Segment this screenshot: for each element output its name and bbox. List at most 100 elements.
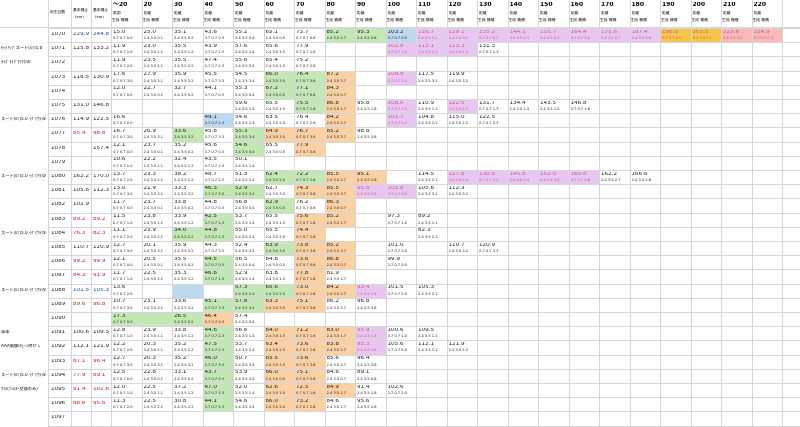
range-subheader-pair: 生成 補補 (722, 18, 739, 22)
grid-line (294, 0, 295, 427)
data-subvalue: 0.7 0.7 1.3 (204, 277, 225, 282)
data-subvalue: 0.7 0.7 2.3 (479, 178, 499, 182)
range-header: 110 (418, 2, 431, 8)
data-subvalue: 0.7 0.7 1.0 (387, 391, 408, 395)
data-value: 95.8 (357, 100, 370, 106)
data-value: 102.8 (387, 43, 404, 49)
data-subvalue: 2.4 3.5 1.1 (143, 391, 164, 395)
data-subvalue: 2.4 3.5 1.2 (448, 107, 469, 111)
data-cell (417, 242, 447, 255)
data-subvalue: 2.4 3.5 0.5 (265, 92, 286, 97)
grid-line (71, 0, 72, 427)
range-subheader: 距離 (662, 11, 670, 15)
data-value: 45.5 (204, 72, 217, 78)
data-subvalue: 2.4 3.5 3.5 (265, 192, 286, 197)
data-value: 45.8 (204, 128, 217, 134)
data-subvalue: 2.4 3.5 3.8 (357, 192, 377, 197)
grid-line (385, 0, 387, 427)
grid-line (355, 0, 356, 427)
row-id: 1087 (51, 273, 66, 279)
data-subvalue: 2.4 3.5 2.8 (357, 405, 377, 410)
data-subvalue: 2.4 3.5 1.4 (235, 163, 255, 168)
data-subvalue: 2.4 3.5 0.2 (174, 36, 194, 40)
correct-value: 130.9 (93, 74, 110, 80)
data-subvalue: 2.4 3.5 3.4 (235, 135, 255, 140)
data-subvalue: 0.7 0.7 2.0 (113, 64, 133, 69)
data-cell (569, 171, 599, 185)
data-value: 12.5 (113, 370, 126, 376)
data-value: 65.5 (265, 100, 278, 106)
data-subvalue: 2.4 3.5 2.1 (143, 178, 164, 182)
data-value: 97.3 (387, 214, 400, 220)
data-value: 35.9 (174, 72, 187, 78)
data-cell (295, 213, 325, 227)
range-subheader: 距離 (387, 11, 396, 15)
row-id: 1070 (51, 32, 66, 37)
data-subvalue: 2.4 3.5 1.1 (143, 277, 164, 282)
data-value: 72.2 (296, 171, 309, 177)
data-subvalue: 0.7 0.7 1.0 (387, 107, 408, 111)
data-subvalue: 0.7 0.7 0.0 (113, 320, 133, 324)
data-value: 20.5 (143, 256, 156, 262)
data-cell (203, 327, 233, 341)
data-value: 23.9 (143, 327, 156, 333)
data-cell (264, 284, 294, 298)
data-cell (173, 284, 203, 298)
row-group-label: ﾗｲｽﾞﾗｲｸﾞ(ﾜﾗ)50 (1, 60, 31, 65)
range-header: 150 (540, 2, 553, 8)
range-subheader: 距離 (540, 11, 548, 15)
data-value: 95.3 (357, 341, 370, 347)
data-subvalue: 2.4 3.5 2.5 (265, 121, 286, 126)
data-value: 23.3 (143, 171, 156, 177)
grid-line (263, 0, 265, 427)
correct-value: 95.6 (93, 401, 106, 407)
data-subvalue: 2.4 3.5 3.4 (235, 362, 255, 367)
data-value: 21.9 (143, 185, 156, 191)
data-value: 50.7 (235, 356, 248, 362)
grid-line (599, 0, 600, 427)
data-subvalue: 0.7 0.7 2.0 (113, 234, 133, 239)
data-value: 155.7 (540, 29, 557, 35)
data-cell (326, 228, 356, 241)
grid-line (782, 0, 783, 427)
data-value: 12.7 (113, 356, 126, 362)
data-value: 100.6 (387, 327, 404, 333)
data-subvalue: 2.4 3.5 0.4 (235, 376, 255, 381)
data-subvalue: 2.4 3.5 0.5 (265, 149, 286, 154)
data-value: 56.6 (235, 327, 248, 333)
data-subvalue: 0.7 0.7 2.3 (204, 348, 225, 353)
data-value: 44.8 (204, 199, 217, 205)
data-value: 109.8 (387, 72, 404, 78)
data-cell (356, 341, 386, 355)
data-cell (386, 185, 416, 199)
data-value: 105.6 (418, 185, 435, 191)
data-subvalue: 2.4 3.5 2.2 (174, 64, 194, 69)
base-value: 85.4 (73, 131, 86, 137)
data-subvalue: 2.4 3.5 0.1 (143, 149, 164, 154)
data-subvalue: 2.4 3.5 3.4 (235, 305, 255, 310)
data-subvalue: 2.4 3.5 0.4 (509, 36, 530, 40)
range-subheader-pair: 生成 補補 (752, 18, 769, 22)
data-subvalue: 2.4 3.5 2.1 (418, 348, 438, 353)
data-cell (417, 43, 447, 57)
data-subvalue: 2.4 3.5 3.7 (326, 192, 347, 197)
data-subvalue: 2.4 3.5 3.5 (265, 362, 286, 367)
data-subvalue: 2.4 3.5 3.1 (418, 192, 438, 197)
data-value: 33.3 (174, 185, 187, 191)
data-subvalue: 2.4 3.5 2.2 (448, 178, 469, 182)
data-cell (325, 114, 355, 128)
grid-line (48, 42, 800, 44)
data-value: 84.2 (326, 114, 339, 120)
data-value: 33.6 (174, 128, 187, 134)
correct-value: 98.8 (93, 131, 106, 137)
data-subvalue: 0.7 0.7 3.6 (296, 362, 316, 367)
data-value: 85.5 (326, 171, 339, 177)
data-value: 75.1 (296, 299, 309, 305)
data-subvalue: 2.4 3.5 3.1 (143, 192, 164, 197)
data-subvalue: 2.4 3.5 1.5 (265, 277, 286, 282)
correct-value: 99.9 (93, 259, 106, 265)
grid-line (629, 0, 631, 427)
data-cell (264, 171, 294, 185)
range-header: 130 (479, 2, 492, 8)
data-subvalue: 2.4 3.5 0.1 (143, 92, 164, 97)
